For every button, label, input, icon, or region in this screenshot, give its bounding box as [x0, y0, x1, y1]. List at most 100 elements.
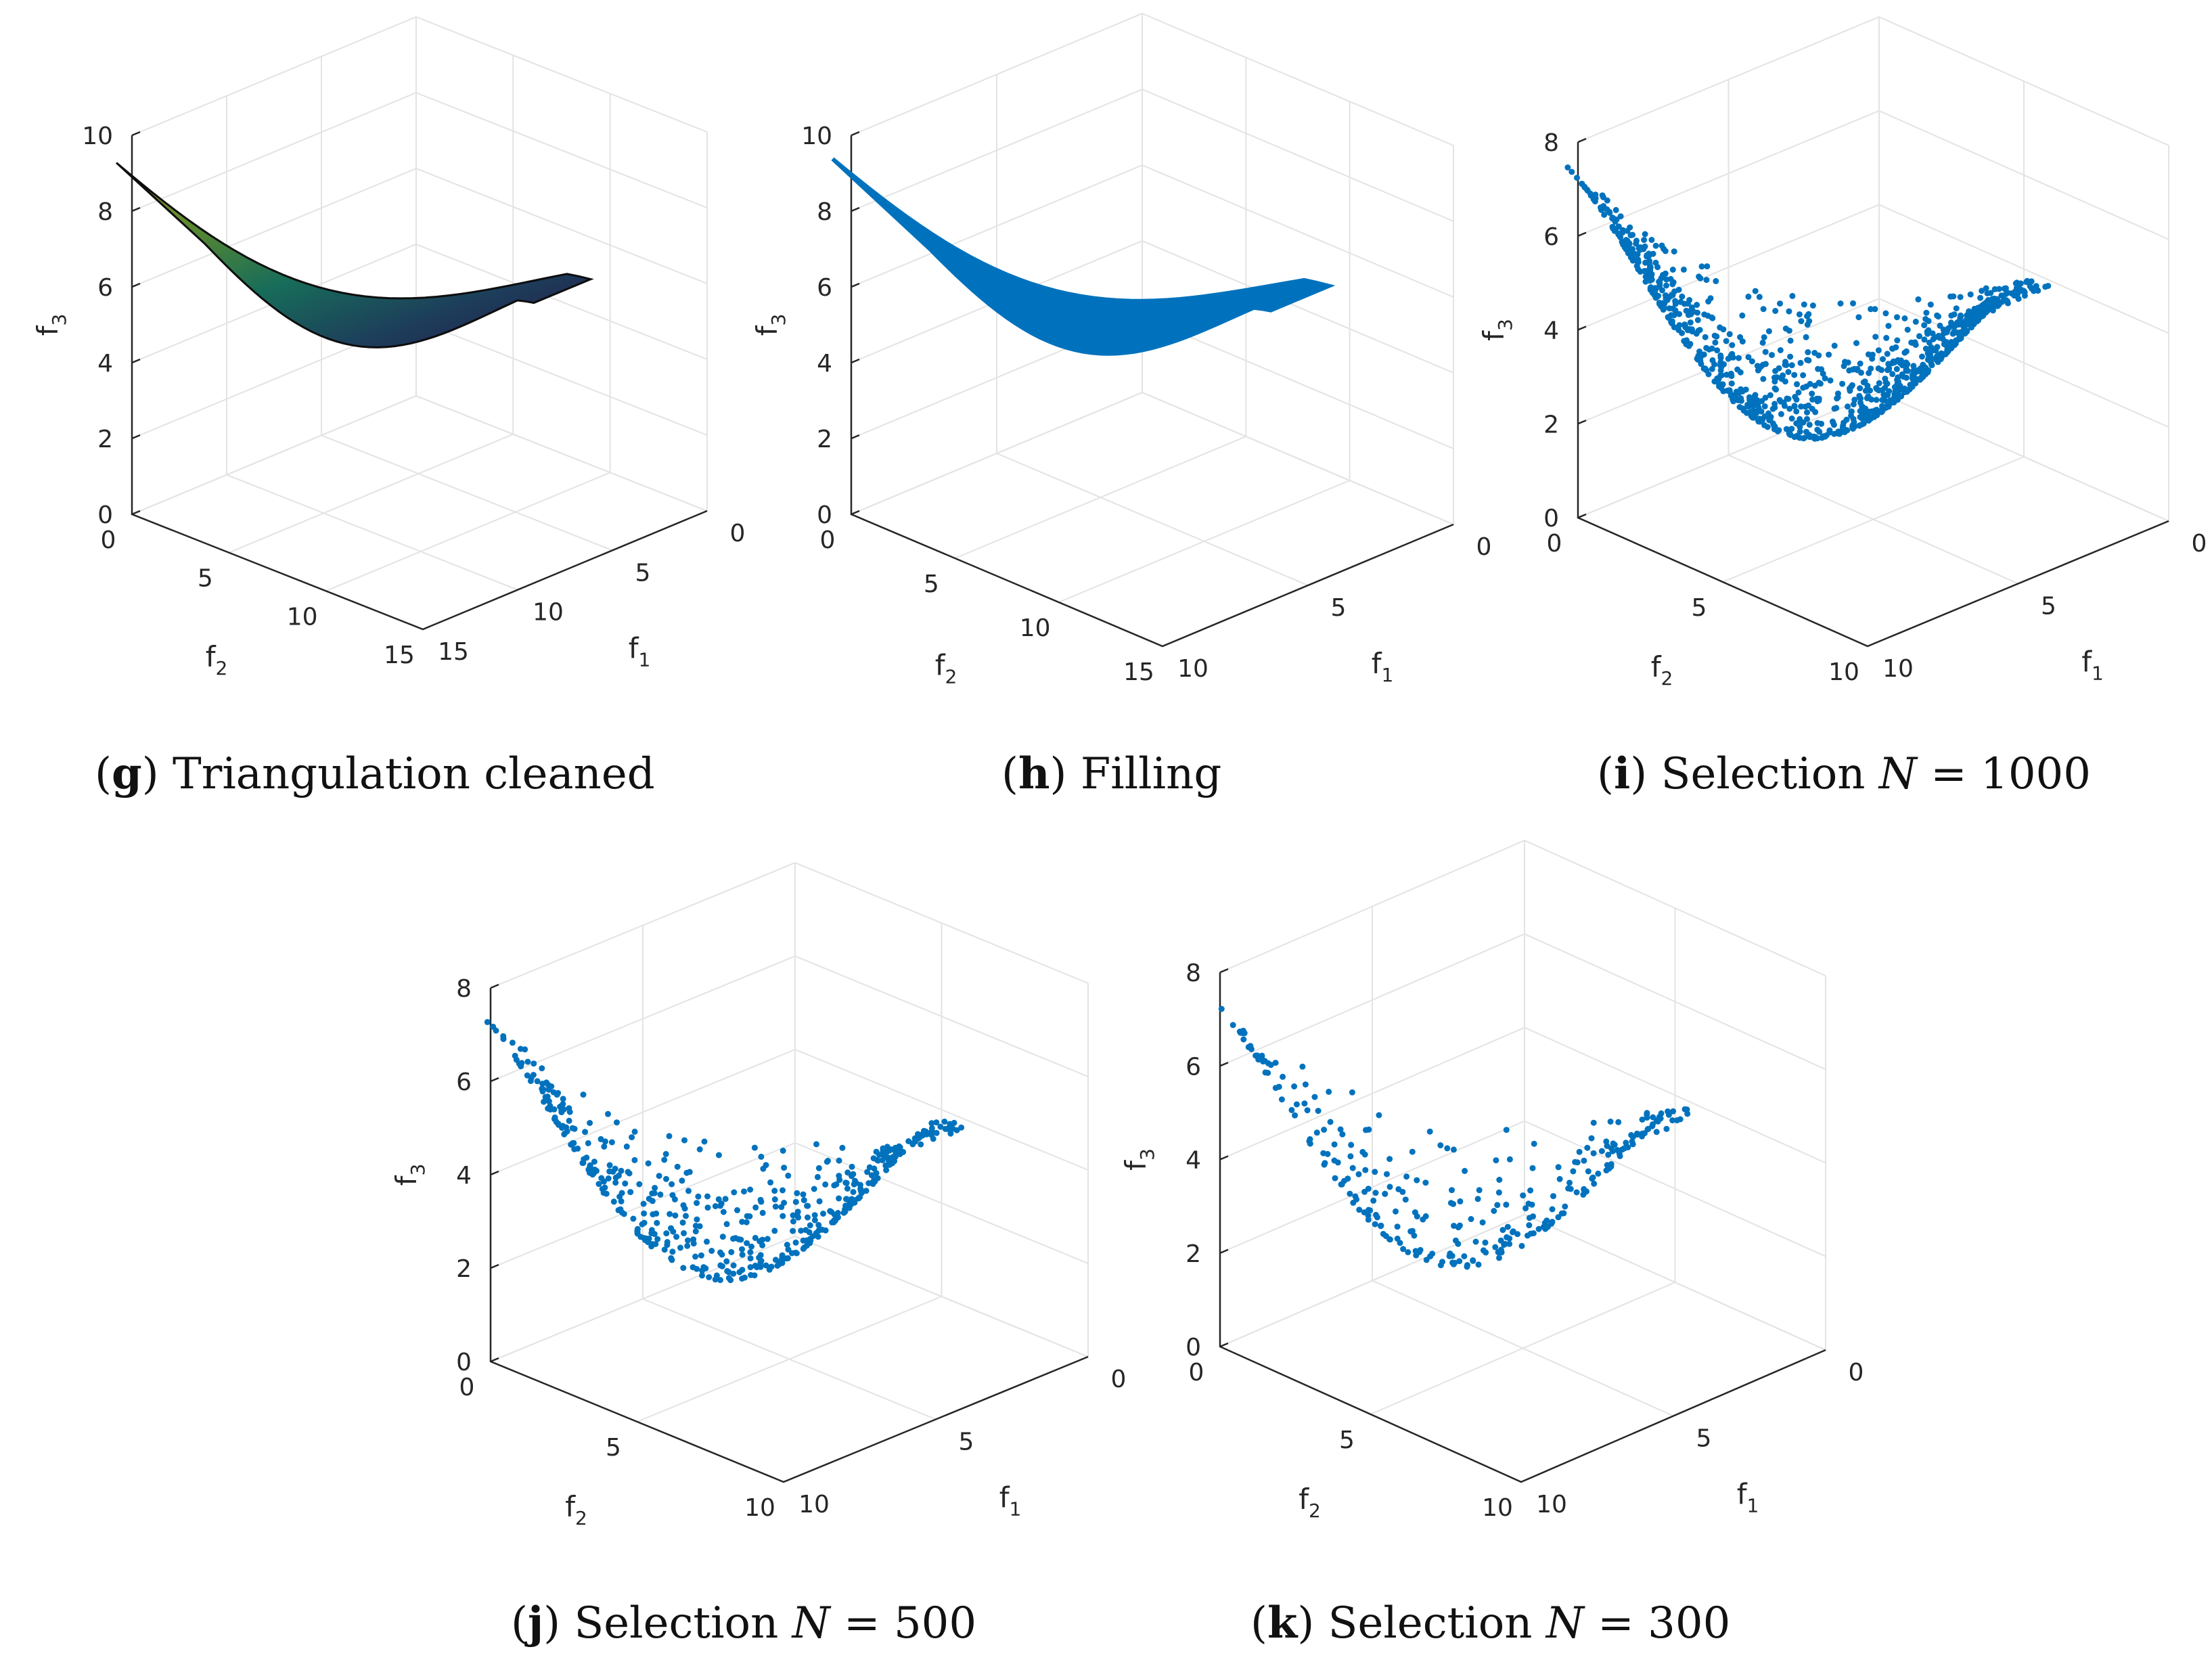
data-point: [690, 1236, 697, 1243]
z-tick: [1219, 968, 1229, 974]
data-point: [911, 1135, 918, 1142]
data-point: [728, 1248, 735, 1255]
data-point: [771, 1228, 778, 1234]
z-tick-label: 8: [817, 198, 832, 226]
grid-line: [1219, 933, 1826, 1071]
data-point: [712, 1276, 719, 1283]
data-point: [746, 1213, 753, 1219]
data-point: [1848, 412, 1855, 419]
data-point: [605, 1110, 611, 1117]
x-tick-label: 15: [438, 638, 469, 666]
data-point: [1620, 241, 1627, 248]
data-point: [1803, 334, 1809, 340]
data-point: [1647, 267, 1654, 273]
data-point: [1804, 321, 1811, 328]
data-point: [1736, 355, 1742, 361]
axes: [131, 135, 708, 631]
data-point: [1748, 358, 1755, 365]
y-axis-label: f2: [1299, 1483, 1321, 1522]
data-point: [1769, 352, 1775, 359]
data-point: [1635, 258, 1642, 265]
data-point: [743, 1219, 750, 1225]
data-point: [1700, 365, 1707, 372]
data-point: [1663, 282, 1669, 289]
data-point: [1928, 359, 1934, 365]
data-point: [509, 1039, 516, 1046]
x-tick-label: 5: [635, 559, 651, 587]
data-point: [1617, 1153, 1623, 1159]
data-point: [1394, 1223, 1401, 1230]
x-tick-label: 0: [730, 520, 746, 547]
data-point: [1872, 334, 1879, 340]
data-point: [1280, 1073, 1286, 1080]
data-point: [1792, 394, 1799, 400]
data-point: [683, 1213, 689, 1219]
data-point: [610, 1168, 616, 1175]
data-point: [1809, 302, 1816, 309]
data-point: [953, 1127, 960, 1133]
data-point: [1921, 336, 1928, 343]
data-point: [1504, 1223, 1511, 1230]
data-point: [1426, 1128, 1433, 1135]
data-point: [1793, 408, 1800, 415]
data-point: [1514, 1231, 1521, 1238]
data-point: [1757, 418, 1763, 425]
grid: [1577, 16, 2169, 647]
data-point: [1798, 403, 1805, 410]
data-point: [1754, 363, 1761, 369]
z-tick-label: 2: [817, 426, 832, 453]
data-point: [1356, 1207, 1363, 1213]
data-point: [1658, 1110, 1665, 1117]
data-point: [595, 1181, 602, 1188]
z-axis-label: f3: [1477, 319, 1516, 341]
data-point: [1746, 409, 1753, 416]
data-point: [1681, 300, 1688, 307]
data-point: [1629, 231, 1636, 238]
data-point: [1942, 351, 1949, 357]
data-point: [1462, 1167, 1468, 1174]
data-point: [1374, 1214, 1380, 1221]
data-point: [1762, 361, 1769, 367]
data-point: [1717, 367, 1724, 374]
data-point: [1612, 206, 1619, 213]
data-point: [1922, 345, 1929, 352]
data-point: [820, 1211, 826, 1217]
data-point: [692, 1253, 699, 1260]
z-tick: [131, 358, 141, 364]
z-tick-label: 0: [817, 501, 832, 529]
data-point: [1506, 1156, 1513, 1163]
y-tick-label: 5: [1692, 594, 1707, 622]
data-point: [1496, 1255, 1502, 1261]
data-point: [1774, 374, 1780, 381]
caption-letter: k: [1267, 1598, 1299, 1648]
grid-line: [642, 1298, 936, 1420]
data-point: [666, 1133, 673, 1140]
data-point: [757, 1196, 764, 1203]
data-point: [747, 1255, 754, 1262]
data-point: [574, 1145, 581, 1152]
data-point: [1482, 1239, 1489, 1246]
data-point: [751, 1144, 758, 1151]
data-point: [1696, 327, 1703, 334]
data-point: [941, 1119, 948, 1125]
data-point: [1468, 1216, 1474, 1222]
data-point: [1912, 318, 1919, 325]
data-point: [591, 1167, 598, 1173]
data-point: [1776, 365, 1782, 372]
data-point: [811, 1186, 817, 1192]
data-point: [1771, 423, 1778, 430]
data-point: [648, 1230, 655, 1236]
data-point: [1405, 1249, 1412, 1255]
data-point: [1794, 381, 1800, 388]
y-tick-label: 10: [1020, 614, 1051, 642]
z-tick: [1219, 1248, 1229, 1254]
data-point: [637, 1234, 644, 1240]
data-point: [1983, 307, 1990, 313]
data-point: [702, 1265, 709, 1271]
data-point: [654, 1236, 661, 1242]
z-tick-label: 10: [82, 122, 113, 150]
data-point: [1864, 395, 1870, 401]
data-point: [1777, 347, 1784, 353]
series-points: [831, 157, 1336, 356]
